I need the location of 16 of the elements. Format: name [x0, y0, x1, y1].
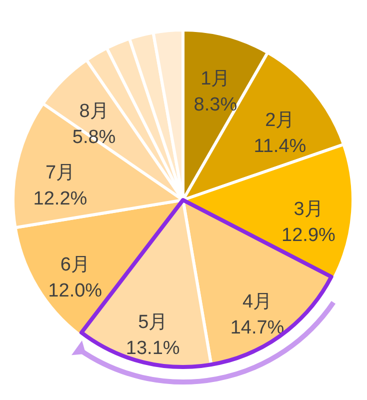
data-label: 5.8% [72, 127, 116, 148]
slice-label: 3月 [294, 199, 324, 220]
slice-label: 6月 [60, 254, 90, 276]
data-label: 11.4% [254, 136, 306, 157]
data-label: 12.9% [282, 225, 336, 246]
slice-label: 2月 [265, 110, 295, 131]
data-label: 12.0% [48, 280, 102, 302]
slice-label: 5月 [138, 312, 168, 334]
data-label: 8.3% [194, 94, 238, 116]
slice-label: 4月 [242, 292, 272, 313]
slice-label: 1月 [200, 68, 230, 90]
slice-label: 7月 [45, 162, 76, 184]
data-label: 13.1% [126, 338, 180, 360]
data-label: 14.7% [230, 318, 284, 339]
data-label: 12.2% [33, 188, 88, 210]
slice-label: 8月 [79, 101, 109, 122]
